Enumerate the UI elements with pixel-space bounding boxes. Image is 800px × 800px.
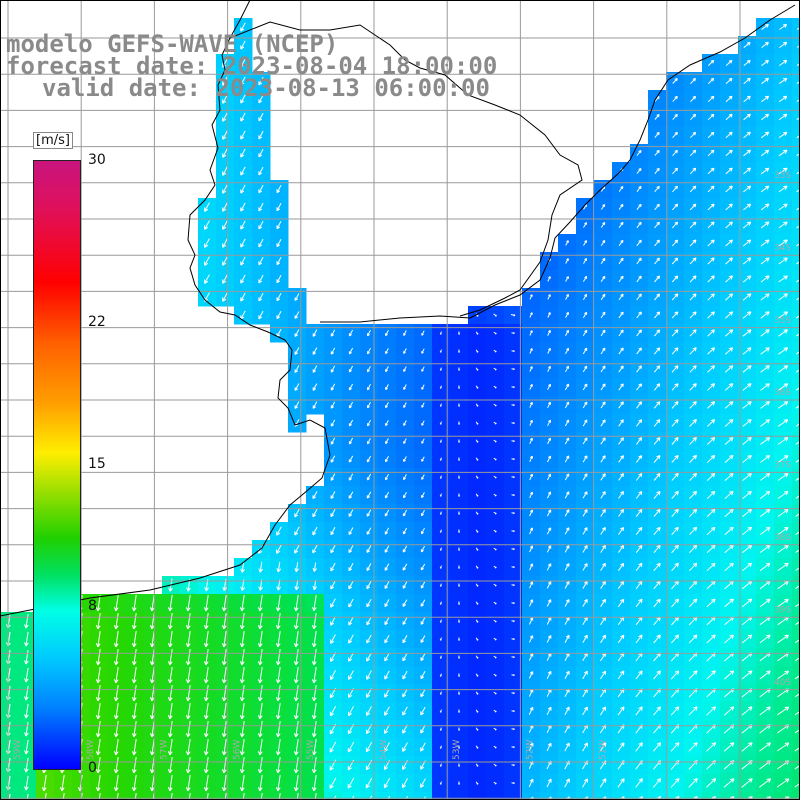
speed-cell	[792, 72, 800, 91]
longitude-label: 58W	[86, 740, 96, 760]
speed-cell	[378, 792, 397, 800]
speed-cell	[792, 432, 800, 451]
speed-cell	[792, 90, 800, 109]
speed-cell	[576, 792, 595, 800]
colorbar-tick-label: 0	[88, 760, 97, 776]
speed-cell	[792, 540, 800, 559]
speed-cell	[630, 792, 649, 800]
latitude-label: 37S	[774, 461, 791, 471]
colorbar-unit: [m/s]	[33, 132, 73, 149]
speed-cell	[342, 792, 361, 800]
speed-cell	[792, 792, 800, 800]
speed-cell	[792, 306, 800, 325]
latitude-label: 34S	[774, 243, 791, 253]
speed-cell	[792, 180, 800, 199]
speed-cell	[792, 378, 800, 397]
speed-cell	[792, 54, 800, 73]
speed-cell	[666, 792, 685, 800]
speed-cell	[792, 612, 800, 631]
longitude-label: 59W	[13, 740, 23, 760]
longitude-label: 55W	[306, 740, 316, 760]
speed-cell	[414, 792, 433, 800]
latitude-label: 35S	[774, 316, 791, 326]
colorbar-tick-label: 30	[88, 152, 106, 168]
colorbar-tick-label: 22	[88, 314, 106, 331]
speed-cell	[774, 792, 793, 800]
speed-cell	[792, 558, 800, 577]
speed-cell	[486, 792, 505, 800]
speed-cell	[468, 792, 487, 800]
speed-cell	[684, 792, 703, 800]
speed-cell	[792, 630, 800, 649]
latitude-label: 39S	[774, 605, 791, 615]
speed-cell	[792, 18, 800, 37]
speed-cell	[792, 450, 800, 469]
speed-cell	[738, 792, 757, 800]
speed-cell	[792, 576, 800, 595]
speed-cell	[792, 756, 800, 775]
speed-cell	[450, 792, 469, 800]
speed-cell	[792, 234, 800, 253]
latitude-label: 33S	[774, 171, 791, 181]
speed-cell	[792, 342, 800, 361]
colorbar-tick-label: 8	[88, 597, 97, 614]
longitude-label: 56W	[233, 740, 243, 760]
speed-cell	[792, 486, 800, 505]
longitude-label: 52W	[525, 740, 535, 760]
speed-cell	[756, 792, 775, 800]
speed-cell	[792, 360, 800, 379]
wind-speed-field	[0, 18, 800, 800]
latitude-label: 40S	[774, 678, 791, 688]
speed-cell	[540, 792, 559, 800]
speed-cell	[792, 594, 800, 613]
speed-cell	[612, 792, 631, 800]
longitude-label: 57W	[159, 740, 169, 760]
speed-cell	[792, 468, 800, 487]
speed-cell	[792, 198, 800, 217]
speed-cell	[360, 792, 379, 800]
longitude-label: 51W	[599, 740, 609, 760]
colorbar	[33, 160, 81, 770]
speed-cell	[792, 108, 800, 127]
speed-cell	[720, 792, 739, 800]
speed-cell	[792, 144, 800, 163]
title-valid-date: valid date: 2023-08-13 06:00:00	[42, 74, 490, 102]
speed-cell	[792, 216, 800, 235]
speed-cell	[792, 36, 800, 55]
speed-cell	[792, 684, 800, 703]
speed-cell	[792, 396, 800, 415]
speed-cell	[792, 162, 800, 181]
speed-cell	[432, 792, 451, 800]
speed-cell	[648, 792, 667, 800]
speed-cell	[792, 702, 800, 721]
speed-cell	[792, 324, 800, 343]
speed-cell	[504, 792, 523, 800]
speed-cell	[324, 792, 343, 800]
colorbar-tick-label: 15	[88, 456, 106, 472]
speed-cell	[702, 792, 721, 800]
longitude-label: 53W	[452, 740, 462, 760]
latitude-label: 38S	[774, 533, 791, 543]
speed-cell	[792, 126, 800, 145]
speed-cell	[792, 774, 800, 793]
speed-cell	[792, 288, 800, 307]
speed-cell	[522, 792, 541, 800]
speed-cell	[792, 270, 800, 289]
speed-cell	[396, 792, 415, 800]
longitude-label: 54W	[379, 740, 389, 760]
latitude-label: 36S	[774, 388, 791, 398]
speed-cell	[792, 720, 800, 739]
speed-cell	[792, 414, 800, 433]
speed-cell	[558, 792, 577, 800]
speed-cell	[792, 738, 800, 757]
speed-cell	[792, 522, 800, 541]
speed-cell	[792, 666, 800, 685]
speed-cell	[792, 252, 800, 271]
speed-cell	[792, 648, 800, 667]
speed-cell	[792, 504, 800, 523]
speed-cell	[594, 792, 613, 800]
